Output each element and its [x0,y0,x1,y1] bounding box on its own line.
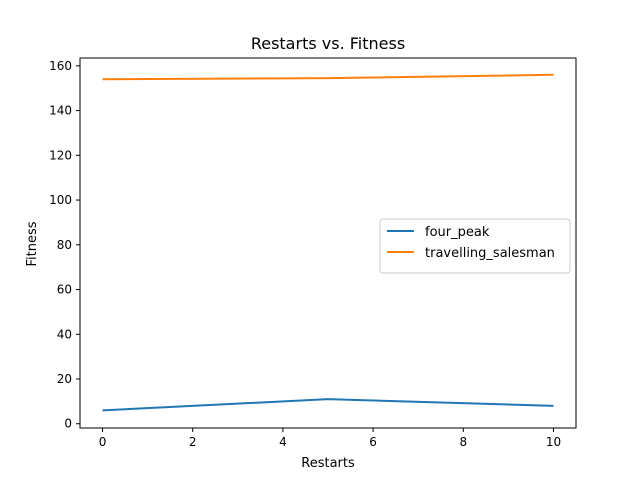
x-tick-label: 2 [189,435,197,449]
x-axis-ticks: 0 2 4 6 8 10 [99,428,561,449]
y-axis-label: Fitness [25,221,40,266]
y-tick-label: 40 [57,327,72,341]
y-tick-label: 120 [49,148,72,162]
series-line-four-peak [102,398,554,412]
plot-area: 0 2 4 6 8 10 0 20 40 60 80 100 120 140 160 [49,57,577,449]
y-tick-label: 160 [49,59,72,73]
legend-box [379,218,571,274]
series-lines [102,73,554,412]
legend: four_peak travelling_salesman [379,218,571,274]
plot-frame [79,57,577,429]
y-tick-label: 20 [57,372,72,386]
y-tick-label: 0 [64,417,72,431]
x-tick-label: 0 [99,435,107,449]
y-axis-ticks: 0 20 40 60 80 100 120 140 160 [49,59,80,431]
legend-label: four_peak [425,225,490,240]
y-tick-label: 80 [57,238,72,252]
x-tick-label: 10 [546,435,561,449]
y-tick-label: 140 [49,104,72,118]
x-tick-label: 4 [279,435,287,449]
chart-title: Restarts vs. Fitness [251,34,405,53]
series-line-travelling-salesman [102,73,554,81]
y-tick-label: 100 [49,193,72,207]
y-tick-label: 60 [57,283,72,297]
x-tick-label: 6 [369,435,377,449]
legend-label: travelling_salesman [425,246,555,261]
x-axis-label: Restarts [301,456,355,471]
x-tick-label: 8 [459,435,467,449]
